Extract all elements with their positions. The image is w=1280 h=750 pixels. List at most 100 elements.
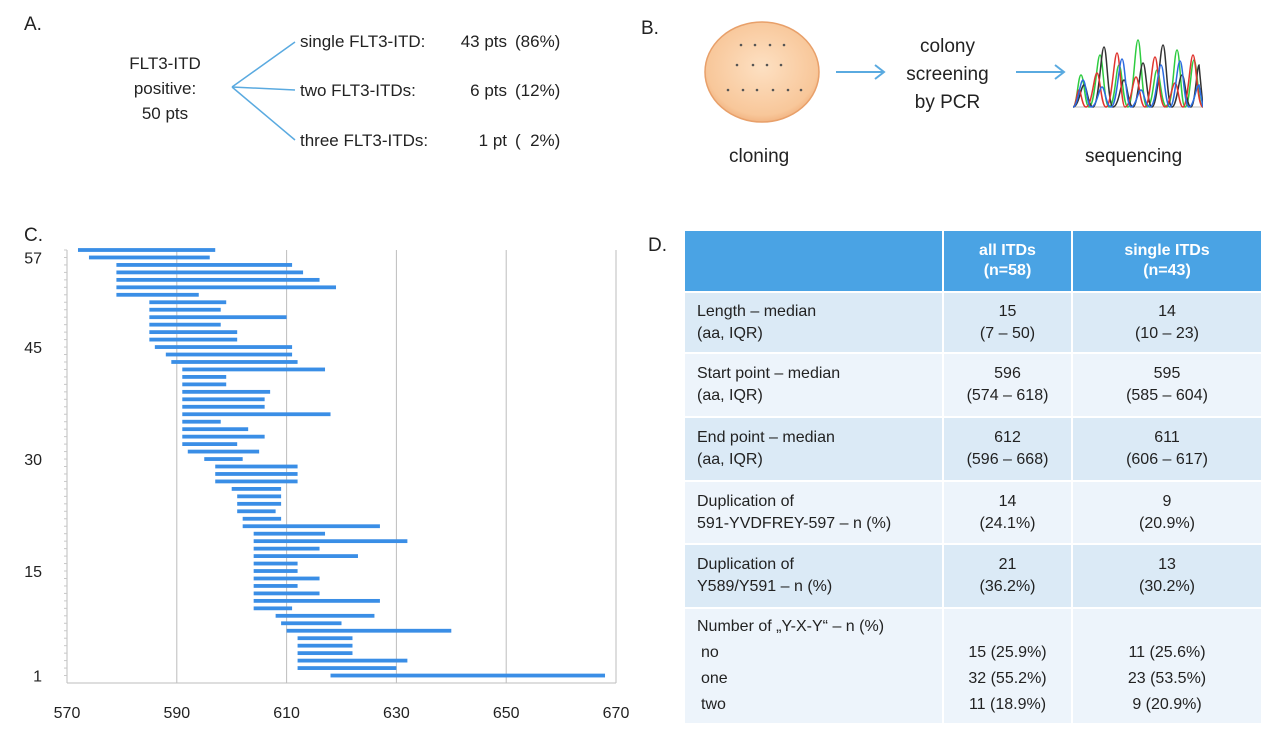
table-row-length-single: 14 (10 – 23): [1073, 293, 1261, 352]
itd-bar-37: [182, 404, 265, 409]
panel-a-branches: [231, 41, 296, 141]
row-single-name: single FLT3-ITD:: [300, 32, 426, 51]
itd-bar-7: [286, 628, 452, 633]
itd-bar-20: [253, 531, 326, 536]
table-row-yxy-single: 11 (25.6%) 23 (53.5%) 9 (20.9%): [1073, 609, 1261, 723]
itd-bar-24: [237, 501, 282, 506]
itd-bar-45: [154, 345, 293, 349]
itd-bar-9: [275, 613, 375, 618]
table-row-yxy-label: Number of „Y-X-Y“ – n (%) no one two: [685, 609, 942, 723]
y-tick-label-30: 30: [24, 452, 42, 469]
table-row-end-label: End point – median (aa, IQR): [685, 418, 942, 480]
panel-b-label: B.: [641, 18, 659, 39]
row-three-name: three FLT3-ITDs:: [300, 131, 429, 150]
branch-line-top: [231, 41, 296, 88]
table-header-blank: [685, 231, 942, 291]
chromatogram-icon: [1073, 39, 1203, 108]
x-tick-label-670: 670: [603, 705, 630, 722]
table-row-dup-y589-label: Duplication of Y589/Y591 – n (%): [685, 545, 942, 607]
table-row-length-all: 15 (7 – 50): [944, 293, 1071, 352]
hdr-all-line-2: (n=58): [983, 262, 1032, 279]
branch-line-middle: [231, 86, 296, 91]
y-tick-label-1: 1: [33, 669, 42, 686]
itd-range-chart: 570 590 610 630 650 670 1 15 30 45 57: [24, 248, 630, 722]
screening-line-1: colony: [920, 36, 975, 57]
itd-bar-6: [297, 636, 353, 641]
x-tick-label-590: 590: [163, 705, 190, 722]
itd-bar-10: [253, 606, 293, 611]
itd-bar-50: [149, 307, 221, 312]
root-line-1: FLT3-ITD: [129, 54, 201, 73]
root-line-2: positive:: [133, 79, 197, 98]
itd-bar-32: [182, 442, 238, 447]
table-row-end-single: 611 (606 – 617): [1073, 418, 1261, 480]
itd-bar-12: [253, 591, 320, 596]
itd-bar-39: [182, 389, 271, 394]
itd-bar-5: [297, 643, 353, 648]
root-line-3: 50 pts: [141, 104, 189, 123]
table-row-start-single: 595 (585 – 604): [1073, 354, 1261, 416]
row-two-count: 6 pts: [470, 81, 507, 100]
y-tick-label-15: 15: [24, 564, 42, 581]
itd-bar-49: [149, 315, 287, 320]
row-single: single FLT3-ITD:: [300, 32, 425, 52]
arrow-right-icon: [836, 64, 886, 80]
hdr-single-line-2: (n=43): [1143, 262, 1191, 279]
itd-bar-52: [116, 292, 199, 297]
hdr-all-line-1: all ITDs: [979, 242, 1036, 259]
x-tick-label-610: 610: [273, 705, 300, 722]
table-header-single-itds: single ITDs (n=43): [1073, 231, 1261, 291]
itd-bar-15: [253, 569, 298, 573]
itd-bar-31: [187, 449, 260, 454]
row-two-pct: (12%): [515, 81, 561, 100]
chart-bars: [77, 248, 606, 678]
row-two-name: two FLT3-ITDs:: [300, 81, 416, 100]
itd-bar-56: [116, 263, 293, 267]
row-two: two FLT3-ITDs:: [300, 81, 416, 101]
itd-bar-53: [116, 285, 337, 290]
itd-bar-3: [297, 658, 408, 663]
table-header-all-itds: all ITDs (n=58): [944, 231, 1071, 291]
y-tick-label-57: 57: [24, 250, 42, 267]
y-tick-label-45: 45: [24, 340, 42, 357]
panel-d-label: D.: [648, 235, 667, 256]
itd-bar-29: [215, 464, 298, 469]
row-three-count: 1 pt: [478, 131, 507, 150]
itd-bar-43: [171, 360, 298, 364]
chart-y-axis: [64, 249, 68, 683]
x-tick-label-650: 650: [493, 705, 520, 722]
itd-bar-22: [242, 516, 282, 521]
table-row-dup-y589-single: 13 (30.2%): [1073, 545, 1261, 607]
row-three: three FLT3-ITDs:: [300, 131, 428, 151]
itd-bar-14: [253, 576, 320, 581]
itd-bar-4: [297, 651, 353, 656]
table-row-dup-yvdfrey-all: 14 (24.1%): [944, 482, 1071, 543]
itd-bar-17: [253, 554, 358, 558]
row-three-pct: ( 2%): [515, 131, 561, 150]
itd-bar-54: [116, 277, 320, 282]
screening-line-2: screening: [906, 64, 989, 85]
itd-bar-35: [182, 419, 221, 424]
row-single-count: 43 pts: [460, 32, 507, 51]
branch-line-bottom: [231, 86, 296, 141]
itd-bar-16: [253, 561, 298, 566]
itd-bar-13: [253, 584, 298, 588]
chart-y-ticks: 1 15 30 45 57: [24, 250, 42, 685]
itd-bar-25: [237, 494, 282, 499]
table-row-dup-yvdfrey-label: Duplication of 591-YVDFREY-597 – n (%): [685, 482, 942, 543]
sequencing-label: sequencing: [1085, 146, 1183, 167]
itd-bar-11: [253, 598, 380, 603]
itd-bar-18: [253, 546, 320, 551]
table-row-end-all: 612 (596 – 668): [944, 418, 1071, 480]
petri-dish-icon: [704, 21, 820, 123]
hdr-single-line-1: single ITDs: [1124, 242, 1210, 259]
x-tick-label-570: 570: [54, 705, 81, 722]
itd-bar-57: [88, 255, 210, 260]
itd-bar-2: [297, 666, 397, 670]
arrow-right-icon-2: [1016, 64, 1066, 80]
itd-bar-28: [215, 472, 298, 476]
screening-text: colony screening by PCR: [885, 33, 1010, 117]
cloning-label: cloning: [729, 146, 790, 167]
itd-bar-30: [204, 457, 243, 461]
chart-x-ticks: 570 590 610 630 650 670: [54, 705, 630, 722]
